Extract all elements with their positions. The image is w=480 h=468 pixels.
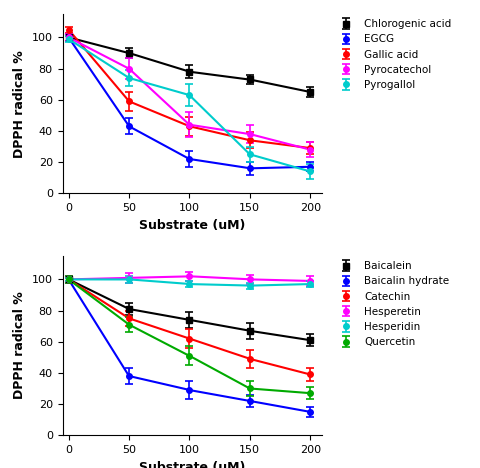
- X-axis label: Substrate (uM): Substrate (uM): [139, 219, 245, 232]
- Y-axis label: DPPH radical %: DPPH radical %: [13, 292, 26, 400]
- Legend: Chlorogenic acid, EGCG, Gallic acid, Pyrocatechol, Pyrogallol: Chlorogenic acid, EGCG, Gallic acid, Pyr…: [332, 19, 450, 90]
- X-axis label: Substrate (uM): Substrate (uM): [139, 461, 245, 468]
- Y-axis label: DPPH radical %: DPPH radical %: [13, 50, 26, 158]
- Legend: Baicalein, Baicalin hydrate, Catechin, Hesperetin, Hesperidin, Quercetin: Baicalein, Baicalin hydrate, Catechin, H…: [332, 261, 448, 347]
